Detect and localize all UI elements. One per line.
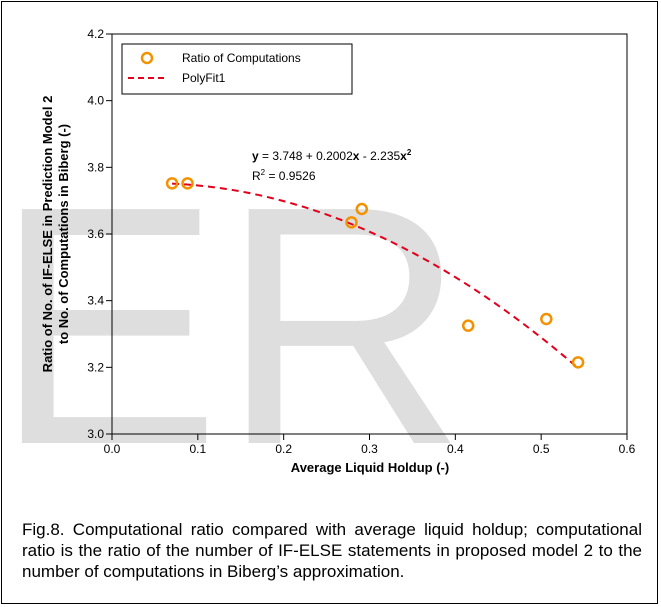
- eq-y: y: [252, 149, 259, 163]
- data-point: [540, 312, 553, 326]
- watermark-text: ER: [2, 136, 466, 512]
- x-tick-label: 0.1: [189, 442, 206, 456]
- data-point: [181, 177, 194, 190]
- y-axis-ticks: 3.0 3.2 3.4 3.6 3.8 4.0 4.2: [87, 27, 112, 441]
- y-tick-label: 3.6: [87, 227, 104, 241]
- y-tick-label: 3.4: [87, 294, 104, 308]
- polyfit-line: [172, 182, 579, 369]
- eq-x1: x: [353, 149, 360, 163]
- fit-equation: y = 3.748 + 0.2002x - 2.235x2: [252, 148, 412, 163]
- y-tick-label: 3.8: [87, 160, 104, 174]
- eq-sup: 2: [407, 148, 412, 157]
- r-value: = 0.9526: [265, 169, 316, 183]
- legend-label-fit: PolyFit1: [182, 71, 226, 85]
- y-axis-label-line2: to No. of Computations in Biberg (-): [56, 124, 71, 344]
- x-axis-ticks: 0.0 0.1 0.2 0.3 0.4 0.5 0.6: [104, 434, 636, 456]
- legend-box: [121, 43, 353, 95]
- y-tick-label: 3.0: [87, 427, 104, 441]
- eq-mid2: - 2.235: [359, 149, 400, 163]
- data-point: [165, 177, 179, 190]
- x-tick-label: 0.2: [275, 442, 292, 456]
- y-tick-label: 3.2: [87, 360, 104, 374]
- y-tick-label: 4.0: [87, 94, 104, 108]
- polyfit-series: [172, 182, 579, 369]
- r-sup: 2: [261, 168, 266, 177]
- eq-x2: x: [400, 149, 407, 163]
- figure-caption: Fig.8. Computational ratio compared with…: [22, 520, 642, 581]
- legend-marker-circle: [140, 51, 154, 65]
- scatter-chart: ER 0.0 0.1 0.2 0.3 0.4 0.5 0.6 3.0 3.2 3.4 3.6 3.8…: [2, 27, 636, 512]
- x-tick-label: 0.3: [361, 442, 378, 456]
- x-tick-label: 0.5: [533, 442, 550, 456]
- eq-mid1: = 3.748 + 0.2002: [259, 149, 353, 163]
- fit-r-squared: R2 = 0.9526: [252, 168, 316, 183]
- x-tick-label: 0.4: [447, 442, 464, 456]
- data-point: [355, 202, 369, 216]
- x-axis-label: Average Liquid Holdup (-): [291, 460, 449, 475]
- data-point: [571, 356, 585, 369]
- legend: Ratio of Computations PolyFit1: [121, 43, 353, 95]
- legend-label-scatter: Ratio of Computations: [182, 51, 301, 65]
- x-tick-label: 0.0: [104, 442, 121, 456]
- y-axis-label-line1: Ratio of No. of IF-ELSE in Prediction Mo…: [40, 96, 55, 373]
- r-label: R: [252, 169, 261, 183]
- data-point: [461, 319, 475, 332]
- y-tick-label: 4.2: [87, 27, 104, 41]
- data-point: [345, 216, 358, 229]
- x-tick-label: 0.6: [619, 442, 636, 456]
- scatter-series: [165, 177, 585, 369]
